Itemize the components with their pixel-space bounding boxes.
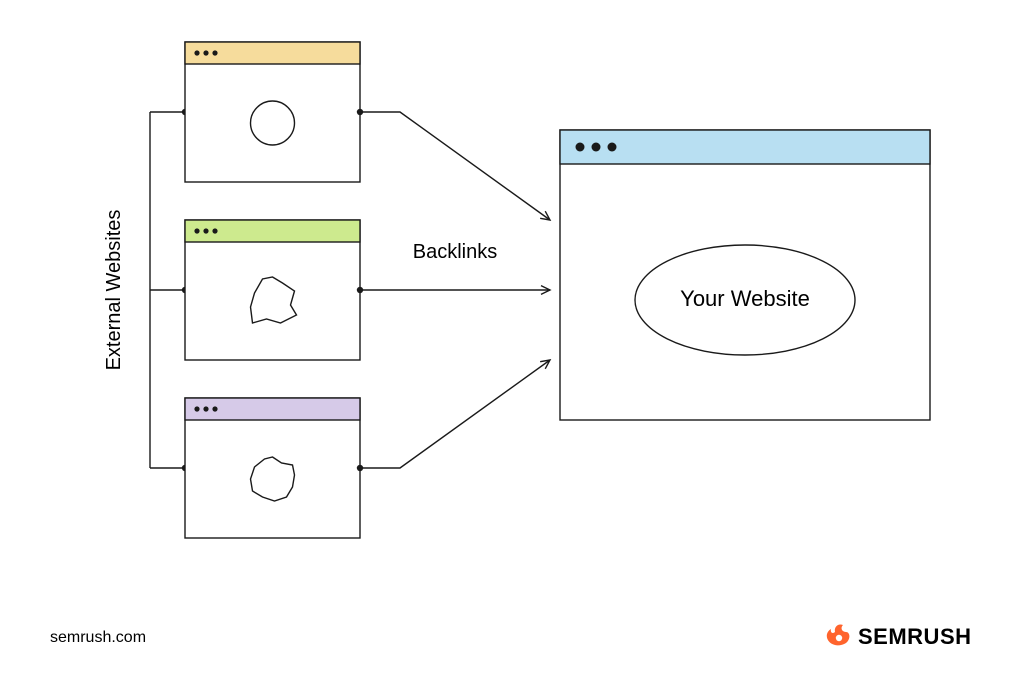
external-sites-bracket [150, 109, 188, 471]
your-website-label: Your Website [680, 286, 810, 311]
backlink-arrow [357, 360, 550, 471]
window-controls-icon [194, 50, 217, 55]
external-site-windows [185, 42, 360, 538]
window-controls-icon [194, 228, 217, 233]
brand-logo: SEMRUSH [827, 624, 972, 649]
window-controls-icon [576, 143, 617, 152]
your-website-window [560, 130, 930, 420]
footer-url: semrush.com [50, 629, 146, 646]
window-controls-icon [194, 406, 217, 411]
external-websites-label: External Websites [103, 210, 125, 371]
flame-icon [827, 625, 850, 646]
external-site-window [185, 220, 360, 360]
backlink-arrow [357, 286, 550, 295]
brand-name: SEMRUSH [858, 624, 972, 649]
external-site-window [185, 42, 360, 182]
backlink-arrows [357, 109, 550, 471]
backlinks-label: Backlinks [413, 241, 497, 263]
backlink-arrow [357, 109, 550, 220]
external-site-window [185, 398, 360, 538]
backlinks-diagram: External Websites Backlinks Your Website… [0, 0, 1024, 685]
